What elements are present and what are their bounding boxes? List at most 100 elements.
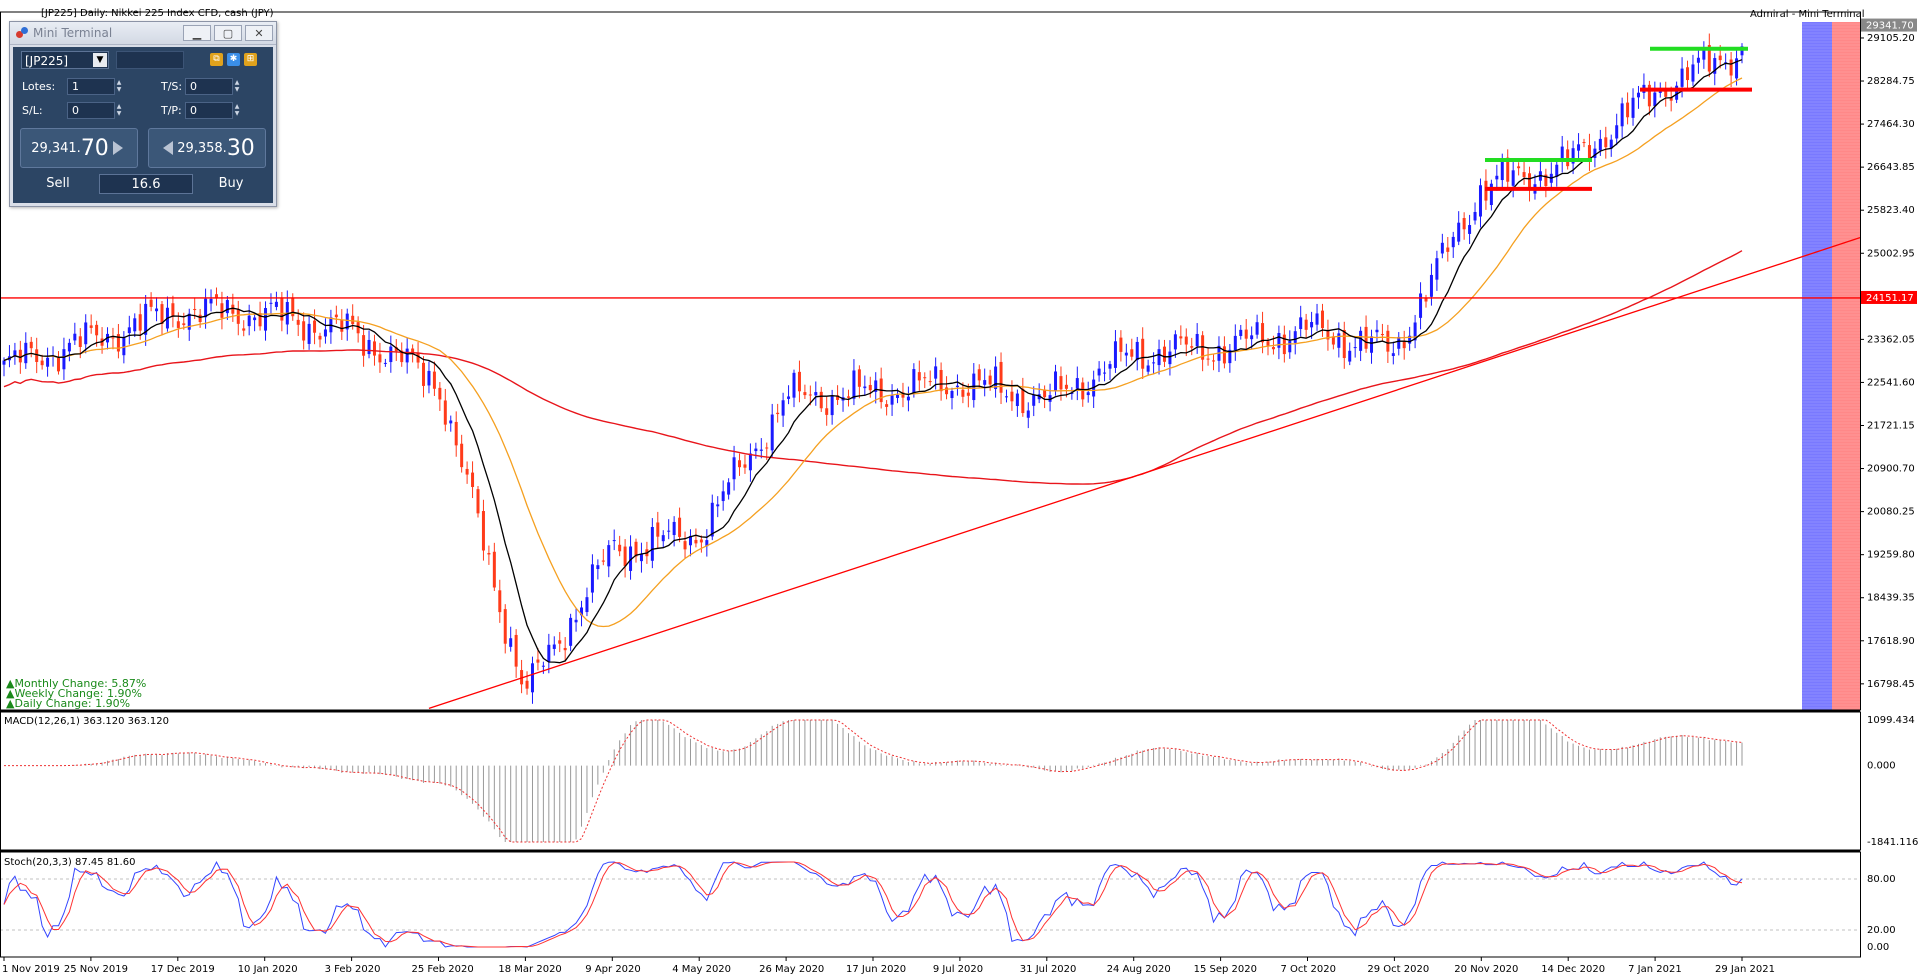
mini-terminal-window[interactable]: Mini Terminal ▁ ▢ ✕ [JP225] ▼ ⧉ ✱ ⊞ Lote…: [9, 21, 277, 207]
maximize-button[interactable]: ▢: [214, 25, 242, 41]
stop-loss-spinner[interactable]: ▲ ▼: [116, 103, 122, 117]
candle-body: [127, 327, 131, 334]
candle-body: [694, 539, 698, 544]
candle-body: [334, 314, 338, 318]
candle-body: [939, 369, 943, 392]
symbol-select[interactable]: [JP225] ▼: [21, 51, 109, 69]
candle-body: [351, 315, 355, 325]
stop-loss-input[interactable]: 0 ▲ ▼: [67, 102, 121, 119]
candle-body: [1075, 378, 1079, 389]
candle-body: [1511, 170, 1515, 186]
weekly-change: ▲Weekly Change: 1.90%: [6, 687, 142, 700]
lots-input[interactable]: 1 ▲ ▼: [67, 78, 121, 95]
candle-body: [520, 670, 524, 685]
buy-button[interactable]: Buy: [218, 176, 244, 191]
minimize-button[interactable]: ▁: [183, 25, 211, 41]
candle-body: [1495, 175, 1499, 180]
candle-body: [35, 349, 39, 362]
candle-body: [1631, 97, 1635, 118]
candle-body: [1604, 137, 1608, 148]
candle-body: [607, 545, 611, 567]
candle-body: [906, 396, 910, 401]
trailing-stop-spinner[interactable]: ▲ ▼: [234, 79, 240, 93]
candle-body: [1669, 97, 1673, 101]
candle-body: [1359, 330, 1363, 351]
close-button[interactable]: ✕: [245, 25, 273, 41]
candle-body: [901, 392, 905, 398]
date-label: 9 Apr 2020: [585, 964, 640, 975]
stochastic-panel: [0, 861, 1860, 948]
chevron-down-icon[interactable]: ▼: [93, 53, 107, 67]
candle-body: [302, 321, 306, 341]
candle-body: [1680, 68, 1684, 87]
candle-body: [623, 546, 627, 567]
candle-body: [1342, 329, 1346, 359]
symbol-input[interactable]: [116, 51, 184, 69]
candle-body: [95, 324, 99, 336]
candle-body: [1010, 391, 1014, 402]
candle-body: [650, 527, 654, 561]
take-profit-spinner[interactable]: ▲ ▼: [234, 103, 240, 117]
candle-body: [1577, 144, 1581, 151]
candle-body: [917, 372, 921, 381]
candle-body: [405, 348, 409, 363]
mini-terminal-titlebar[interactable]: Mini Terminal ▁ ▢ ✕: [10, 22, 276, 45]
candle-body: [1386, 330, 1390, 352]
candle-body: [176, 321, 180, 328]
candle-body: [1440, 242, 1444, 254]
candle-body: [1015, 393, 1019, 407]
candle-body: [585, 597, 589, 613]
candle-body: [541, 665, 545, 667]
expand-icon[interactable]: ⊞: [244, 53, 257, 66]
candle-body: [1353, 347, 1357, 349]
candle-body: [1119, 337, 1123, 352]
date-label: 26 May 2020: [759, 964, 824, 975]
trailing-stop-input[interactable]: 0 ▲ ▼: [185, 78, 239, 95]
lots-spinner[interactable]: ▲ ▼: [116, 79, 122, 93]
candle-body: [983, 380, 987, 385]
candle-body: [1331, 336, 1335, 345]
candle-body: [1598, 138, 1602, 151]
candle-body: [258, 313, 262, 327]
candle-body: [1675, 85, 1679, 100]
date-label: 17 Dec 2019: [151, 964, 215, 975]
link-icon[interactable]: ⧉: [210, 53, 223, 66]
candle-body: [863, 386, 867, 389]
buy-price-button[interactable]: 29,358. 30: [148, 128, 266, 168]
candle-body: [885, 404, 889, 407]
candle-body: [149, 299, 153, 307]
candle-body: [667, 530, 671, 532]
take-profit-input[interactable]: 0 ▲ ▼: [185, 102, 239, 119]
sell-button[interactable]: Sell: [46, 176, 70, 191]
sell-price-button[interactable]: 29,341. 70: [20, 128, 138, 168]
candle-body: [590, 564, 594, 593]
candle-body: [1664, 90, 1668, 97]
candle-body: [994, 366, 998, 390]
trailing-stop-label: T/S:: [161, 80, 183, 93]
candle-body: [1413, 322, 1417, 341]
candle-body: [912, 369, 916, 394]
candle-body: [1021, 388, 1025, 414]
candle-body: [1593, 148, 1597, 158]
settings-icon[interactable]: ✱: [227, 53, 240, 66]
candle-body: [1261, 323, 1265, 343]
candle-body: [1037, 394, 1041, 400]
candle-body: [1391, 353, 1395, 356]
candle-body: [754, 448, 758, 452]
candle-body: [1179, 336, 1183, 339]
stoch-scale-label: 0.00: [1867, 942, 1889, 953]
candle-body: [1702, 47, 1706, 60]
candle-body: [345, 313, 349, 330]
candle-body: [1451, 236, 1455, 248]
candle-body: [1190, 346, 1194, 348]
candle-body: [1500, 161, 1504, 181]
candle-body: [1141, 338, 1145, 369]
candle-body: [955, 385, 959, 388]
candle-body: [1636, 92, 1640, 98]
candle-body: [601, 560, 605, 562]
candle-body: [1124, 352, 1128, 356]
candle-body: [1064, 384, 1068, 389]
candle-body: [56, 357, 60, 372]
price-label: 23362.05: [1867, 334, 1915, 345]
